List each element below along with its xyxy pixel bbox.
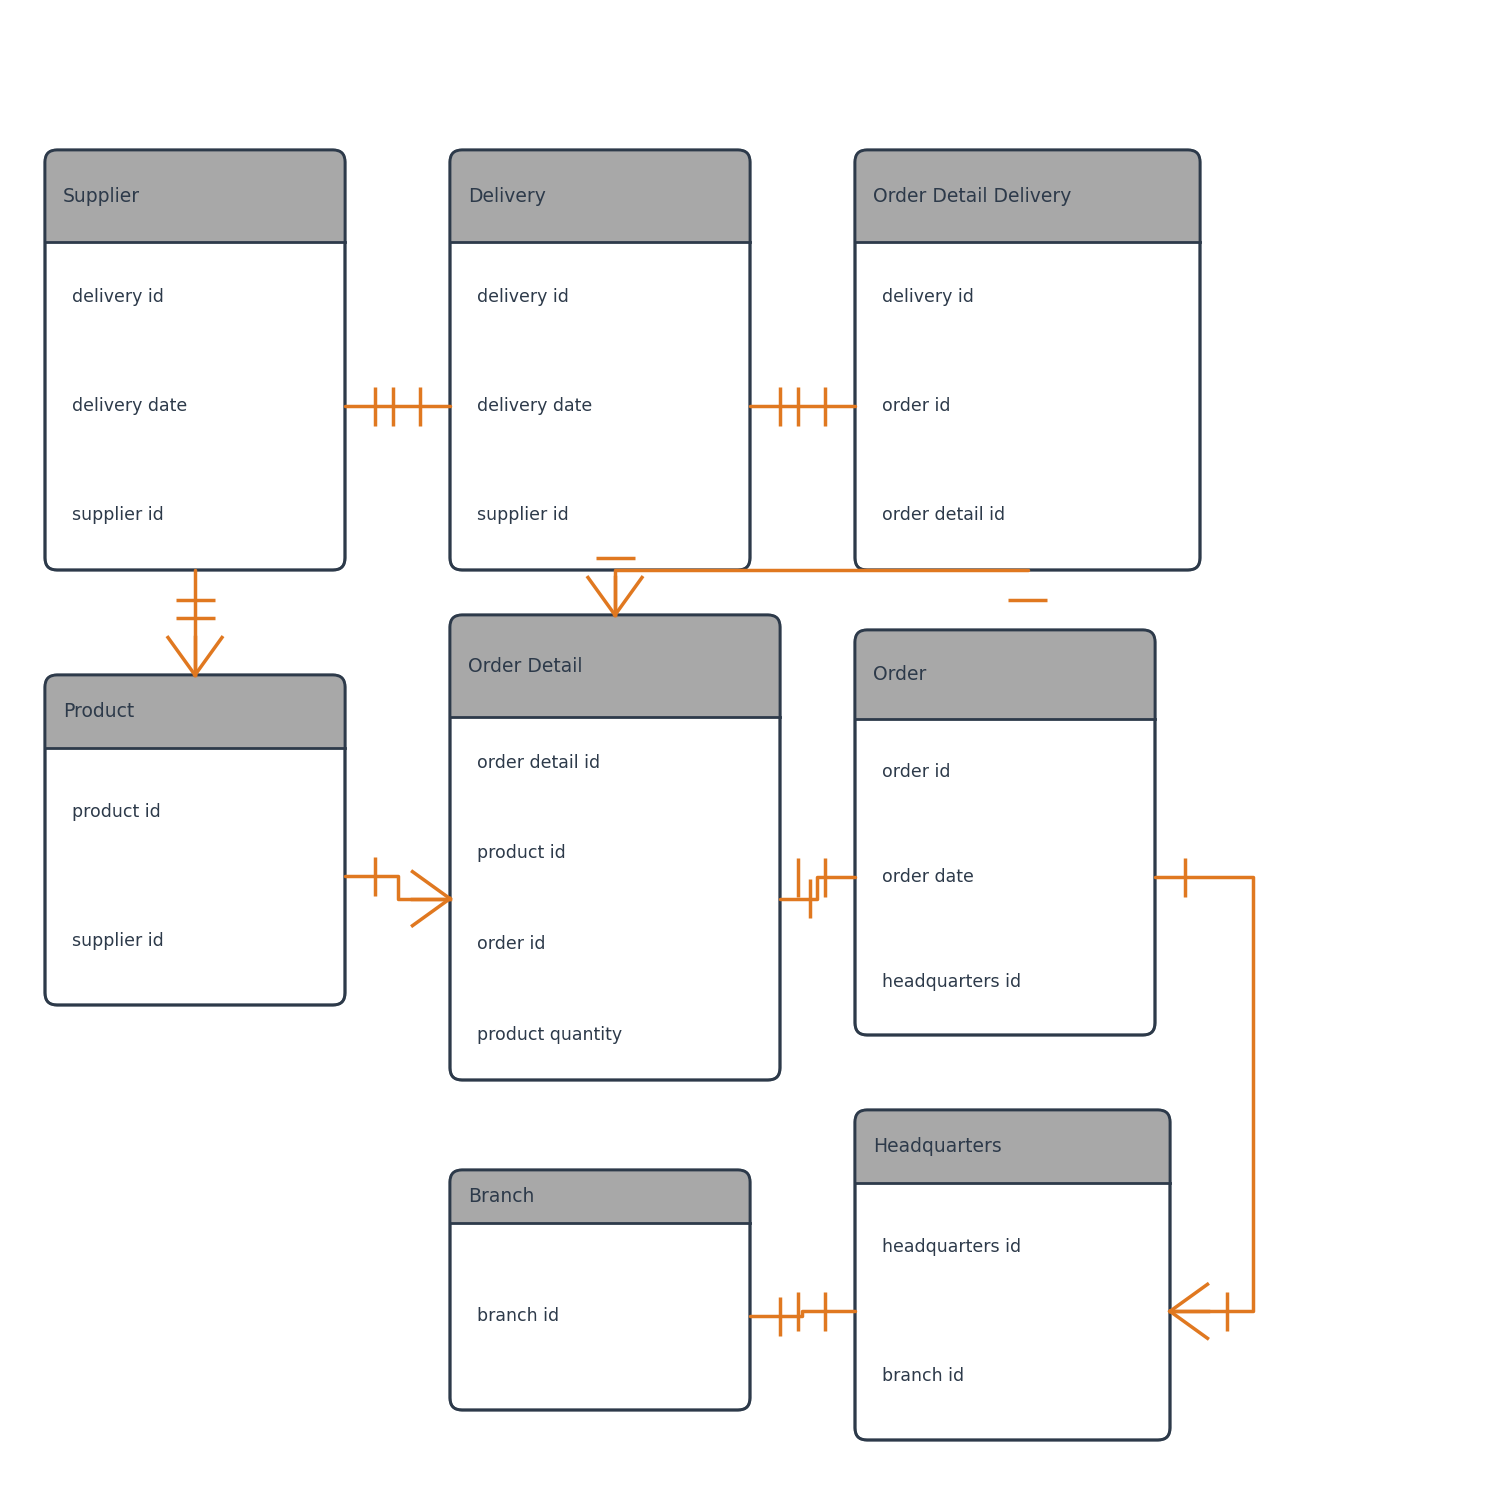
Text: order detail id: order detail id (882, 507, 1005, 525)
Text: product id: product id (477, 844, 566, 862)
FancyBboxPatch shape (855, 630, 1155, 1035)
FancyBboxPatch shape (450, 615, 780, 717)
Text: Order Detail Delivery: Order Detail Delivery (873, 186, 1071, 206)
Text: Product: Product (63, 702, 135, 721)
FancyBboxPatch shape (450, 1170, 750, 1222)
Bar (45, 214, 345, 243)
FancyBboxPatch shape (45, 150, 345, 570)
Text: Branch: Branch (468, 1186, 534, 1206)
Text: product id: product id (72, 802, 160, 820)
FancyBboxPatch shape (855, 1110, 1170, 1440)
Text: order id: order id (882, 762, 951, 780)
Bar (855, 1161, 1170, 1182)
FancyBboxPatch shape (855, 150, 1200, 570)
FancyBboxPatch shape (450, 150, 750, 570)
Text: headquarters id: headquarters id (882, 974, 1022, 992)
Bar (450, 214, 750, 243)
Text: delivery date: delivery date (72, 398, 188, 416)
Bar (450, 687, 780, 717)
FancyBboxPatch shape (45, 675, 345, 1005)
FancyBboxPatch shape (450, 1170, 750, 1410)
Text: Supplier: Supplier (63, 186, 140, 206)
Text: delivery id: delivery id (882, 288, 974, 306)
FancyBboxPatch shape (450, 615, 780, 1080)
Text: branch id: branch id (477, 1308, 560, 1326)
FancyBboxPatch shape (45, 675, 345, 747)
Text: delivery date: delivery date (477, 398, 592, 416)
Text: branch id: branch id (882, 1366, 965, 1384)
Text: Delivery: Delivery (468, 186, 546, 206)
Text: headquarters id: headquarters id (882, 1238, 1022, 1256)
FancyBboxPatch shape (855, 630, 1155, 718)
Text: product quantity: product quantity (477, 1026, 622, 1044)
Text: Order Detail: Order Detail (468, 657, 582, 675)
Text: supplier id: supplier id (72, 507, 164, 525)
Text: order id: order id (477, 934, 546, 952)
Text: supplier id: supplier id (72, 932, 164, 950)
Text: delivery id: delivery id (477, 288, 568, 306)
Text: supplier id: supplier id (477, 507, 568, 525)
Text: order detail id: order detail id (477, 753, 600, 771)
Text: order id: order id (882, 398, 951, 416)
FancyBboxPatch shape (855, 150, 1200, 243)
Bar (855, 693, 1155, 718)
FancyBboxPatch shape (45, 150, 345, 243)
Bar (450, 1208, 750, 1222)
Bar (855, 214, 1200, 243)
Bar (45, 726, 345, 747)
FancyBboxPatch shape (450, 150, 750, 243)
Text: Order: Order (873, 664, 927, 684)
FancyBboxPatch shape (855, 1110, 1170, 1182)
Text: order date: order date (882, 868, 974, 886)
Text: Headquarters: Headquarters (873, 1137, 1002, 1156)
Text: delivery id: delivery id (72, 288, 164, 306)
